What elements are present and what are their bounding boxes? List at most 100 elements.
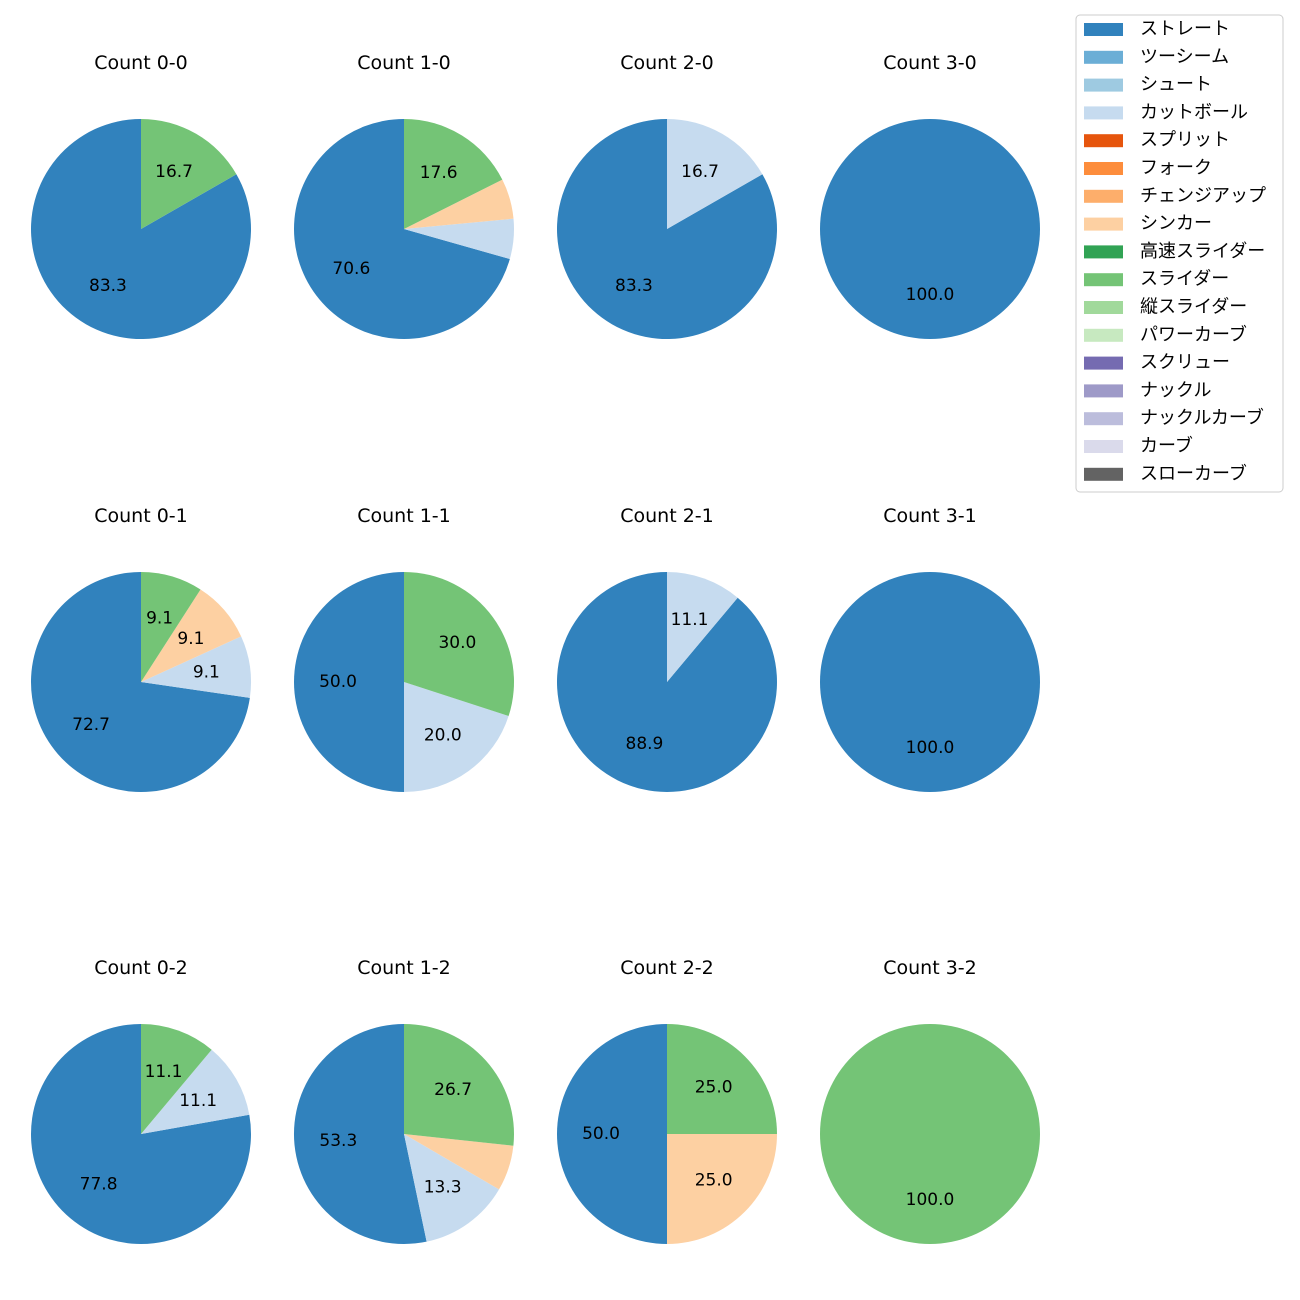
legend-swatch	[1084, 301, 1123, 314]
legend-swatch	[1084, 162, 1123, 175]
legend-label: フォーク	[1140, 158, 1212, 179]
slice-label: 100.0	[906, 285, 955, 305]
pie-slice	[141, 118, 237, 229]
legend-swatch	[1084, 217, 1123, 231]
slice-label: 25.0	[695, 1171, 733, 1191]
pie-title: Count 2-2	[620, 957, 714, 979]
slice-label: 11.1	[671, 610, 709, 630]
pie-slice	[141, 1024, 212, 1134]
legend-item: ナックルカーブ	[1084, 407, 1264, 429]
legend-item: パワーカーブ	[1084, 323, 1247, 345]
legend-label: ナックルカーブ	[1140, 407, 1264, 429]
pie-chart: Count 2-2 50.0 25.0 25.0	[557, 957, 777, 1244]
legend-label: スクリュー	[1140, 352, 1230, 373]
pie-slice	[30, 1024, 251, 1244]
pie-slice	[31, 119, 252, 340]
pie-slice	[293, 119, 510, 339]
slice-label: 26.7	[434, 1080, 472, 1100]
slice-label: 30.0	[438, 633, 476, 653]
pie-title: Count 1-0	[357, 52, 451, 74]
legend-swatch	[1084, 356, 1123, 370]
slice-label: 13.3	[424, 1178, 462, 1198]
legend-item: チェンジアップ	[1084, 185, 1266, 206]
pie-chart: Count 3-0 100.0	[820, 52, 1040, 339]
pie-chart: Count 1-1 50.0 20.0 30.0	[294, 505, 515, 792]
legend-label: カーブ	[1140, 435, 1193, 457]
legend-label: 縦スライダー	[1140, 297, 1247, 318]
legend-swatch	[1084, 384, 1123, 398]
legend-label: ナックル	[1140, 380, 1211, 401]
legend-swatch	[1084, 134, 1123, 148]
legend-item: 高速スライダー	[1084, 241, 1265, 262]
legend-label: パワーカーブ	[1140, 323, 1247, 345]
pie-slice	[30, 572, 250, 792]
legend-swatch	[1084, 440, 1123, 453]
slice-label: 83.3	[89, 276, 127, 296]
slice-label: 9.1	[177, 629, 204, 649]
legend: ストレートツーシームシュートカットボールスプリットフォークチェンジアップシンカー…	[1075, 14, 1284, 493]
slice-label: 16.7	[681, 162, 719, 182]
legend-item: ツーシーム	[1084, 46, 1229, 67]
slice-label: 100.0	[906, 1190, 955, 1210]
pie-chart: Count 1-2 53.3 13.3 26.7	[293, 957, 514, 1244]
legend-item: スローカーブ	[1084, 462, 1247, 484]
legend-item: シュート	[1084, 74, 1212, 95]
legend-item: フォーク	[1084, 158, 1212, 179]
pie-chart: Count 2-0 83.3 16.7	[557, 52, 778, 339]
legend-item: ストレート	[1084, 19, 1230, 40]
legend-item: カーブ	[1084, 435, 1193, 457]
pie-title: Count 0-1	[94, 505, 188, 527]
slice-label: 88.9	[626, 734, 664, 754]
legend-label: スプリット	[1140, 130, 1230, 151]
legend-swatch	[1084, 50, 1123, 64]
legend-swatch	[1084, 412, 1123, 426]
pie-title: Count 2-1	[620, 505, 714, 527]
legend-swatch	[1084, 328, 1123, 342]
legend-swatch	[1084, 189, 1123, 203]
legend-frame	[1075, 14, 1284, 493]
pie-title: Count 3-1	[883, 505, 977, 527]
legend-swatch	[1084, 106, 1123, 120]
legend-item: 縦スライダー	[1084, 297, 1247, 318]
legend-label: チェンジアップ	[1140, 185, 1266, 206]
slice-label: 50.0	[319, 672, 357, 692]
pie-slice	[667, 572, 738, 682]
pie-chart: Count 2-1 88.9 11.1	[556, 505, 777, 792]
slice-label: 53.3	[319, 1131, 357, 1151]
slice-label: 16.7	[155, 162, 193, 182]
pie-slice	[404, 1134, 514, 1190]
legend-item: スプリット	[1084, 130, 1230, 151]
pie-title: Count 3-0	[883, 52, 977, 74]
pie-title: Count 2-0	[620, 52, 714, 74]
slice-label: 100.0	[906, 738, 955, 758]
pie-slice	[820, 1024, 1040, 1244]
slice-label: 83.3	[615, 276, 653, 296]
pie-chart: Count 3-1 100.0	[820, 505, 1040, 792]
pie-slice	[404, 119, 503, 229]
pie-slice	[141, 572, 201, 682]
pie-slice	[141, 589, 242, 682]
slice-label: 72.7	[72, 715, 110, 735]
slice-label: 11.1	[179, 1091, 217, 1111]
legend-label: スローカーブ	[1140, 462, 1247, 484]
legend-swatch	[1084, 23, 1123, 36]
pie-slice	[667, 119, 763, 229]
pie-slice	[404, 218, 514, 260]
legend-swatch	[1084, 245, 1123, 259]
legend-swatch	[1084, 273, 1123, 287]
legend-swatch	[1084, 78, 1123, 92]
legend-swatch	[1084, 467, 1123, 481]
legend-label: ツーシーム	[1140, 46, 1229, 67]
slice-label: 70.6	[332, 259, 370, 279]
pie-slice	[556, 571, 777, 792]
pie-slice	[667, 1024, 777, 1134]
pie-slice	[820, 119, 1040, 339]
legend-item: スクリュー	[1084, 352, 1230, 373]
pie-chart: Count 1-0 70.6 17.6	[293, 52, 514, 339]
pie-title: Count 3-2	[883, 957, 977, 979]
legend-label: スライダー	[1140, 269, 1229, 290]
pie-slice	[294, 572, 404, 792]
legend-label: 高速スライダー	[1140, 241, 1265, 262]
